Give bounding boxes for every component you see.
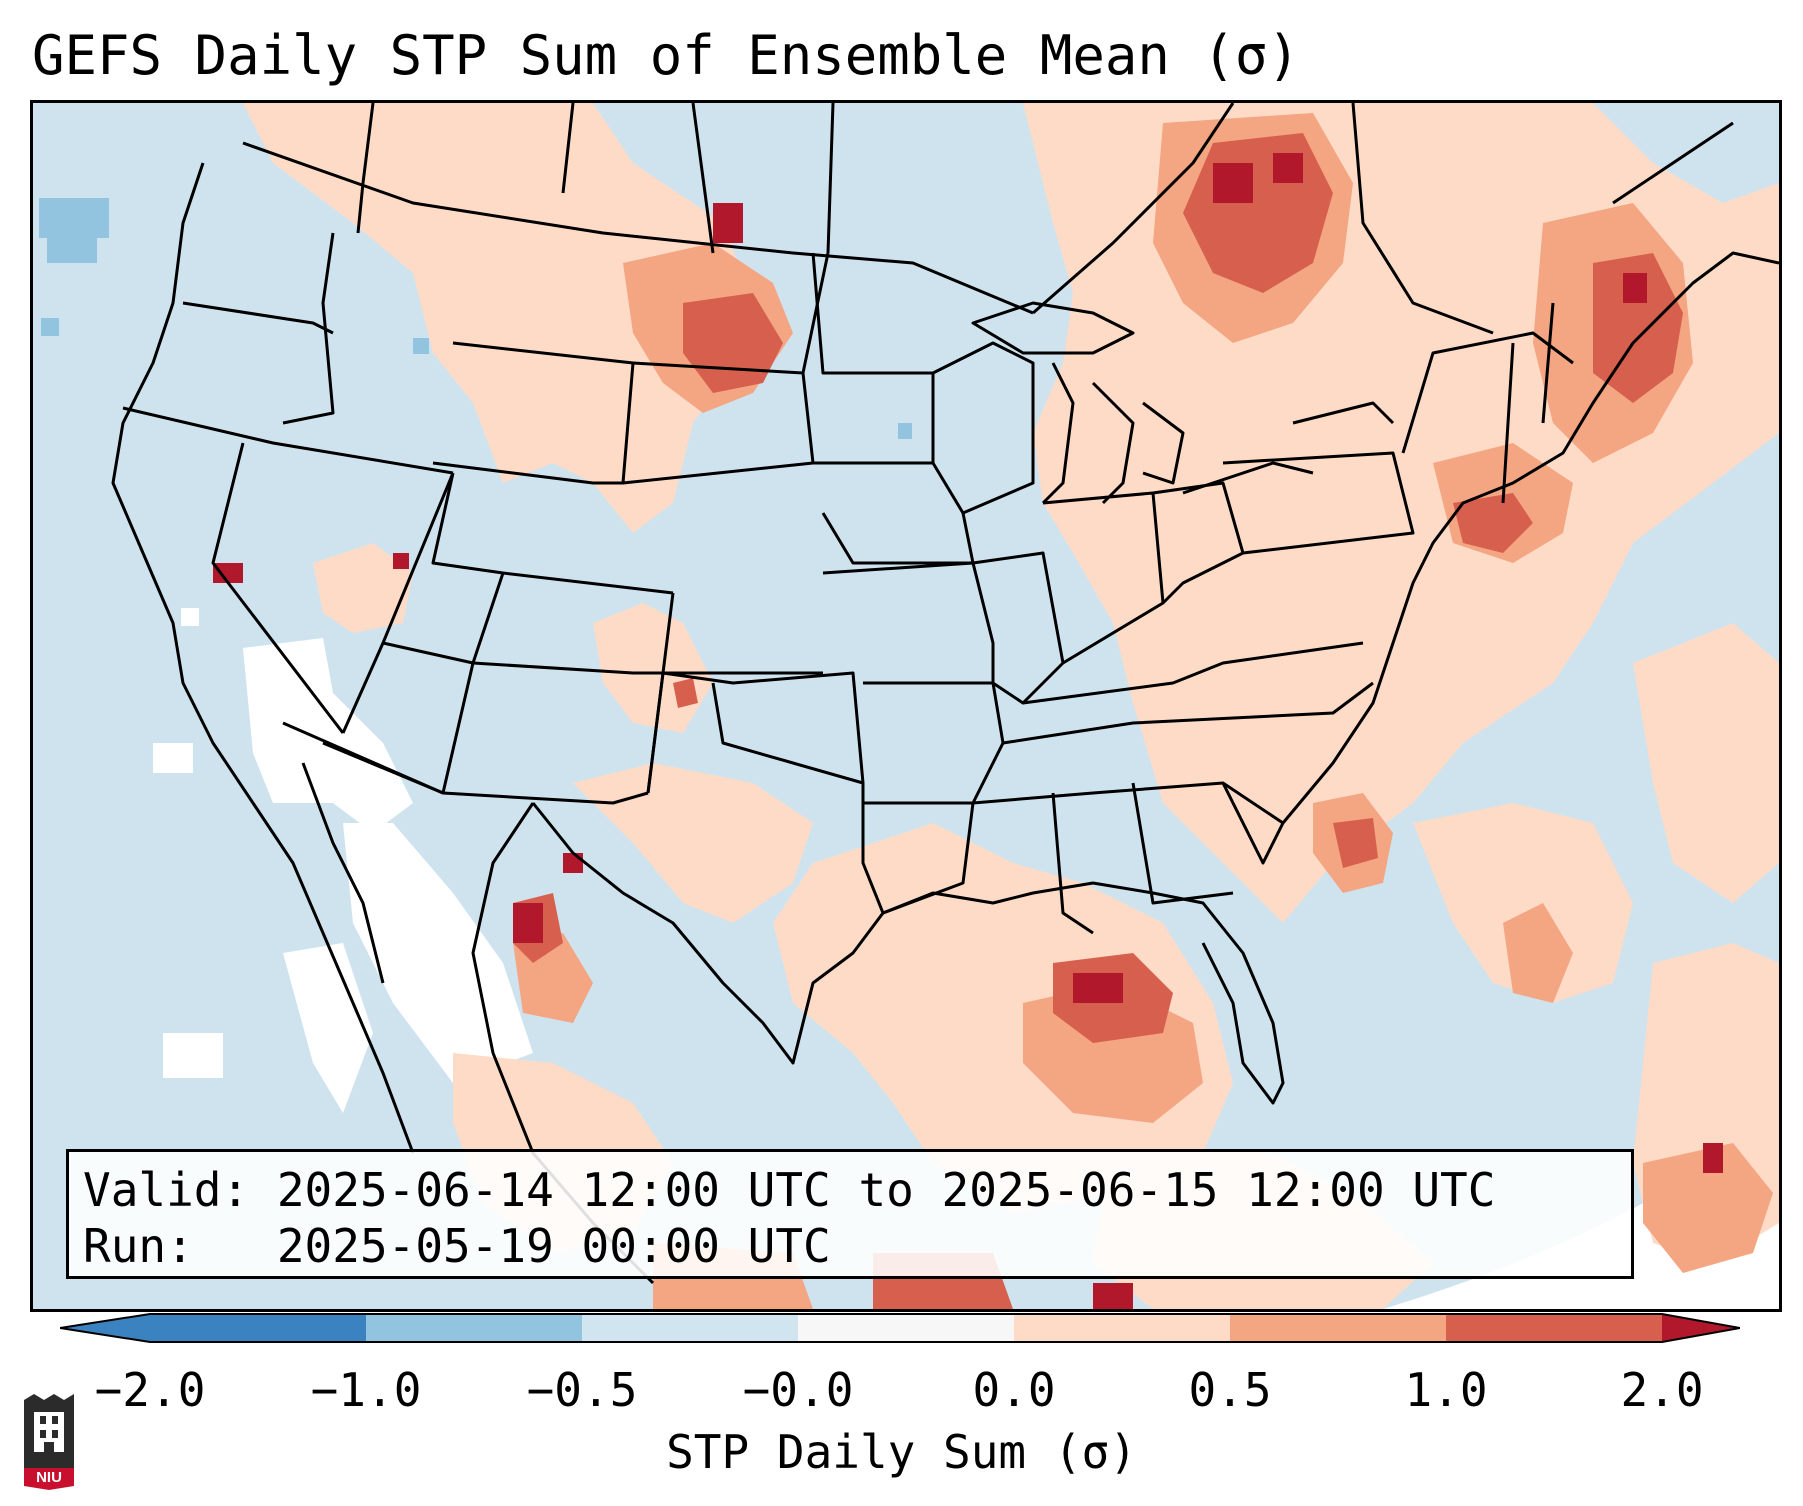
colorbar-tick-label: −0.0 [742, 1363, 854, 1417]
valid-run-info-box: Valid: 2025-06-14 12:00 UTC to 2025-06-1… [66, 1149, 1634, 1279]
colorbar-tick-label: 0.5 [1188, 1363, 1272, 1417]
colorbar [60, 1313, 1740, 1343]
chart-title: GEFS Daily STP Sum of Ensemble Mean (σ) [32, 24, 1300, 87]
west-coast [111, 162, 415, 1154]
map-panel [30, 100, 1782, 1312]
colorbar-tick-label: 2.0 [1620, 1363, 1704, 1417]
gulf-coast [882, 881, 1285, 1105]
baja-peninsula [301, 762, 385, 984]
canada-border [242, 141, 1034, 315]
colorbar-label: STP Daily Sum (σ) [666, 1425, 1137, 1479]
political-borders [111, 103, 1779, 1285]
colorbar-segment [1230, 1314, 1446, 1342]
niu-logo: NIU [20, 1390, 78, 1490]
east-coast [1281, 251, 1779, 824]
colorbar-segment [798, 1314, 1014, 1342]
lake-michigan-west [1041, 362, 1075, 505]
colorbar-tick-label: −2.0 [94, 1363, 206, 1417]
colorbar-segment [582, 1314, 798, 1342]
map-svg [33, 103, 1779, 1309]
valid-time-line: Valid: 2025-06-14 12:00 UTC to 2025-06-1… [83, 1163, 1496, 1217]
colorbar-tick-label: −0.5 [526, 1363, 638, 1417]
negative-anomaly-patches [39, 198, 912, 439]
colorbar-segment [1446, 1314, 1662, 1342]
positive-anomaly-field [213, 103, 1779, 1309]
lake-huron [1142, 401, 1185, 485]
colorbar-segment [366, 1314, 582, 1342]
lake-superior [971, 301, 1135, 355]
colorbar-extend-high [1662, 1314, 1740, 1342]
niu-logo-text: NIU [36, 1469, 62, 1486]
colorbar-extend-low [60, 1314, 150, 1342]
colorbar-segment [150, 1314, 366, 1342]
colorbar-tick-label: 1.0 [1404, 1363, 1488, 1417]
lake-erie [1182, 461, 1314, 495]
colorbar-tick-label: −1.0 [310, 1363, 422, 1417]
colorbar-tick-label: 0.0 [972, 1363, 1056, 1417]
niu-logo-icon [24, 1394, 74, 1490]
run-time-line: Run: 2025-05-19 00:00 UTC [83, 1219, 831, 1273]
lake-ontario [1292, 401, 1395, 425]
colorbar-segment [1014, 1314, 1230, 1342]
colorbar-outline [60, 1313, 1740, 1343]
texas-outline [531, 671, 885, 1065]
